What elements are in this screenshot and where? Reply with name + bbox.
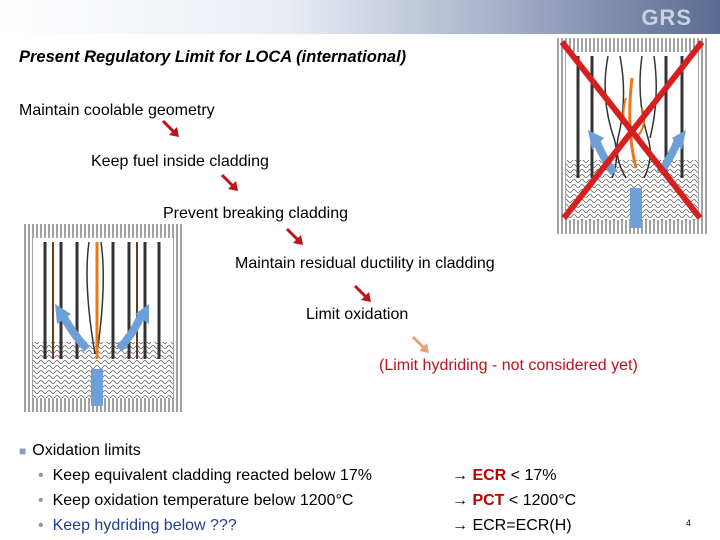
stepdown-arrow-icon <box>285 227 303 245</box>
step-1: Maintain coolable geometry <box>19 102 215 119</box>
step-5: Limit oxidation <box>306 306 409 323</box>
step-2: Keep fuel inside cladding <box>91 153 269 170</box>
right-arrow-icon: → <box>452 467 468 484</box>
fuel-bundle-failed-figure <box>556 38 708 234</box>
grs-logo: GRS <box>641 5 692 30</box>
bullet-square-icon: ■ <box>19 444 27 458</box>
stepdown-arrow-icon <box>161 119 179 137</box>
criterion-ecr: → ECR < 17% <box>452 467 557 484</box>
stepdown-arrow-icon <box>411 335 429 353</box>
right-arrow-icon: → <box>452 517 468 534</box>
bullet-dot-icon: • <box>38 517 44 534</box>
sub-bullet-pct: • Keep oxidation temperature below 1200°C <box>38 492 354 509</box>
red-cross-icon <box>559 40 705 220</box>
right-arrow-icon: → <box>452 492 468 509</box>
page-number: 4 <box>686 518 692 528</box>
fuel-bundle-intact-figure <box>23 224 183 412</box>
bullet-dot-icon: • <box>38 492 44 509</box>
criterion-ecr-h: → ECR=ECR(H) <box>452 517 572 534</box>
step-6-hydriding: (Limit hydriding - not considered yet) <box>379 357 638 374</box>
step-4: Maintain residual ductility in cladding <box>235 255 495 272</box>
bullet-dot-icon: • <box>38 467 44 484</box>
bullet-oxidation-limits: ■ Oxidation limits <box>19 442 141 459</box>
stepdown-arrow-icon <box>220 173 238 191</box>
stepdown-arrow-icon <box>353 284 371 302</box>
sub-bullet-hydriding: • Keep hydriding below ??? <box>38 517 237 534</box>
sub-bullet-ecr: • Keep equivalent cladding reacted below … <box>38 467 372 484</box>
slide-title: Present Regulatory Limit for LOCA (inter… <box>19 48 407 66</box>
step-3: Prevent breaking cladding <box>163 205 349 222</box>
header-bar <box>0 0 720 34</box>
criterion-pct: → PCT < 1200°C <box>452 492 577 509</box>
